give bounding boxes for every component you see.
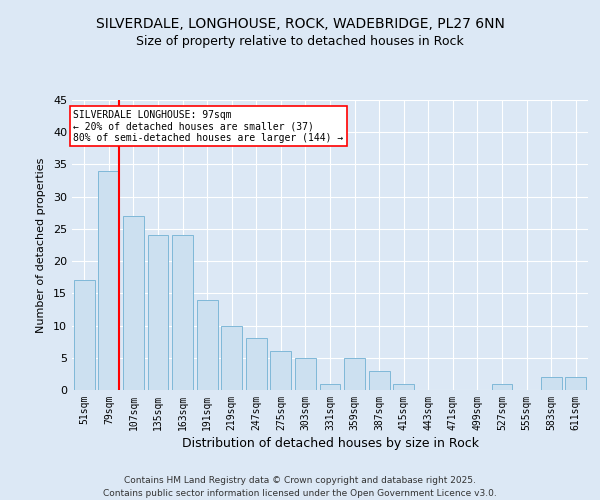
Bar	[221, 326, 242, 390]
Bar	[148, 236, 169, 390]
Bar	[123, 216, 144, 390]
Bar	[344, 358, 365, 390]
Bar	[246, 338, 267, 390]
X-axis label: Distribution of detached houses by size in Rock: Distribution of detached houses by size …	[182, 437, 479, 450]
Text: SILVERDALE, LONGHOUSE, ROCK, WADEBRIDGE, PL27 6NN: SILVERDALE, LONGHOUSE, ROCK, WADEBRIDGE,…	[95, 18, 505, 32]
Bar	[98, 171, 119, 390]
Bar	[565, 377, 586, 390]
Text: Contains HM Land Registry data © Crown copyright and database right 2025.
Contai: Contains HM Land Registry data © Crown c…	[103, 476, 497, 498]
Bar	[393, 384, 414, 390]
Y-axis label: Number of detached properties: Number of detached properties	[36, 158, 46, 332]
Text: Size of property relative to detached houses in Rock: Size of property relative to detached ho…	[136, 35, 464, 48]
Bar	[320, 384, 340, 390]
Bar	[541, 377, 562, 390]
Bar	[491, 384, 512, 390]
Bar	[197, 300, 218, 390]
Bar	[172, 236, 193, 390]
Bar	[368, 370, 389, 390]
Bar	[295, 358, 316, 390]
Bar	[74, 280, 95, 390]
Text: SILVERDALE LONGHOUSE: 97sqm
← 20% of detached houses are smaller (37)
80% of sem: SILVERDALE LONGHOUSE: 97sqm ← 20% of det…	[73, 110, 343, 143]
Bar	[271, 352, 292, 390]
